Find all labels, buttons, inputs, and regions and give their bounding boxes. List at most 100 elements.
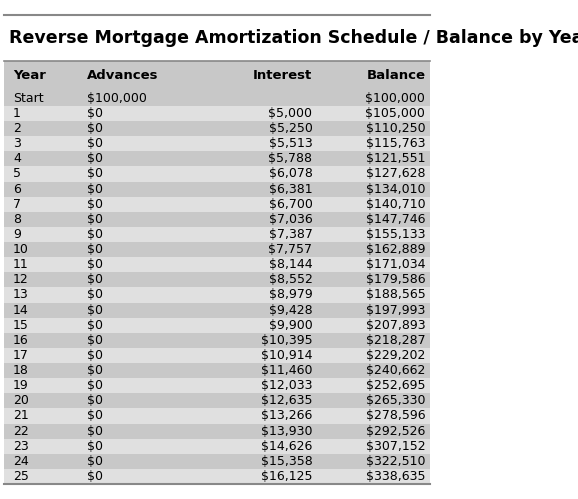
Text: $127,628: $127,628 — [366, 168, 425, 181]
Bar — [5, 197, 429, 212]
Bar — [5, 318, 429, 333]
Text: $10,914: $10,914 — [261, 349, 313, 362]
Text: $6,381: $6,381 — [269, 183, 313, 196]
Text: $5,513: $5,513 — [269, 137, 313, 150]
Text: 25: 25 — [13, 470, 29, 483]
Text: 19: 19 — [13, 379, 29, 392]
Text: $7,036: $7,036 — [269, 213, 313, 226]
Text: $252,695: $252,695 — [366, 379, 425, 392]
Text: 3: 3 — [13, 137, 21, 150]
Text: 12: 12 — [13, 273, 29, 286]
Text: $0: $0 — [87, 334, 103, 347]
Text: 5: 5 — [13, 168, 21, 181]
Text: $140,710: $140,710 — [366, 198, 425, 211]
Bar — [5, 378, 429, 393]
Text: $0: $0 — [87, 168, 103, 181]
Text: $13,930: $13,930 — [261, 425, 313, 438]
Text: $322,510: $322,510 — [366, 455, 425, 468]
Text: 21: 21 — [13, 410, 29, 423]
Text: $207,893: $207,893 — [366, 319, 425, 332]
Bar — [5, 212, 429, 227]
Text: $0: $0 — [87, 349, 103, 362]
Text: $0: $0 — [87, 258, 103, 271]
Text: $0: $0 — [87, 243, 103, 256]
Text: $5,250: $5,250 — [269, 122, 313, 135]
Text: $9,900: $9,900 — [269, 319, 313, 332]
Text: $0: $0 — [87, 440, 103, 453]
Text: 14: 14 — [13, 303, 29, 316]
Bar — [5, 257, 429, 272]
Text: $121,551: $121,551 — [366, 152, 425, 165]
Text: 6: 6 — [13, 183, 21, 196]
Text: $115,763: $115,763 — [366, 137, 425, 150]
Text: Advances: Advances — [87, 69, 158, 82]
Text: $5,000: $5,000 — [268, 107, 313, 120]
Text: $12,635: $12,635 — [261, 394, 313, 407]
Text: $110,250: $110,250 — [366, 122, 425, 135]
Text: $6,700: $6,700 — [269, 198, 313, 211]
Bar — [5, 227, 429, 242]
Text: $0: $0 — [87, 213, 103, 226]
Text: $265,330: $265,330 — [366, 394, 425, 407]
Bar — [5, 136, 429, 151]
Text: $278,596: $278,596 — [366, 410, 425, 423]
Text: $162,889: $162,889 — [366, 243, 425, 256]
Text: 15: 15 — [13, 319, 29, 332]
Bar — [5, 151, 429, 167]
Text: $0: $0 — [87, 364, 103, 377]
Text: $240,662: $240,662 — [366, 364, 425, 377]
Text: $0: $0 — [87, 470, 103, 483]
Text: 8: 8 — [13, 213, 21, 226]
Text: $15,358: $15,358 — [261, 455, 313, 468]
Text: 9: 9 — [13, 228, 21, 241]
Text: 10: 10 — [13, 243, 29, 256]
Text: $8,979: $8,979 — [269, 288, 313, 301]
Text: $8,144: $8,144 — [269, 258, 313, 271]
Bar — [5, 287, 429, 302]
Text: $7,757: $7,757 — [268, 243, 313, 256]
Text: 23: 23 — [13, 440, 29, 453]
Text: $14,626: $14,626 — [261, 440, 313, 453]
Text: 2: 2 — [13, 122, 21, 135]
Bar — [5, 469, 429, 484]
Text: $0: $0 — [87, 288, 103, 301]
Text: $338,635: $338,635 — [366, 470, 425, 483]
Text: Interest: Interest — [253, 69, 313, 82]
Text: $0: $0 — [87, 455, 103, 468]
Text: $0: $0 — [87, 183, 103, 196]
Text: Reverse Mortgage Amortization Schedule / Balance by Year: Reverse Mortgage Amortization Schedule /… — [9, 29, 578, 47]
Text: $100,000: $100,000 — [87, 92, 147, 105]
Bar — [5, 302, 429, 318]
Text: $155,133: $155,133 — [366, 228, 425, 241]
Bar — [5, 182, 429, 197]
Text: $0: $0 — [87, 122, 103, 135]
Text: 22: 22 — [13, 425, 29, 438]
Text: $0: $0 — [87, 137, 103, 150]
Bar — [5, 348, 429, 363]
Text: $105,000: $105,000 — [365, 107, 425, 120]
Text: $11,460: $11,460 — [261, 364, 313, 377]
Text: $13,266: $13,266 — [261, 410, 313, 423]
Text: $307,152: $307,152 — [366, 440, 425, 453]
Bar — [5, 91, 429, 106]
Bar — [5, 61, 429, 91]
Text: $0: $0 — [87, 410, 103, 423]
Text: 11: 11 — [13, 258, 29, 271]
Text: 13: 13 — [13, 288, 29, 301]
Text: $171,034: $171,034 — [366, 258, 425, 271]
Bar — [5, 333, 429, 348]
Text: $8,552: $8,552 — [269, 273, 313, 286]
Text: Year: Year — [13, 69, 46, 82]
Text: $218,287: $218,287 — [366, 334, 425, 347]
Text: $292,526: $292,526 — [366, 425, 425, 438]
Bar — [5, 106, 429, 121]
Text: $9,428: $9,428 — [269, 303, 313, 316]
Bar — [5, 393, 429, 408]
Bar — [5, 424, 429, 439]
Bar — [5, 15, 429, 61]
Text: 1: 1 — [13, 107, 21, 120]
Text: $0: $0 — [87, 394, 103, 407]
Text: $0: $0 — [87, 319, 103, 332]
Text: $0: $0 — [87, 425, 103, 438]
Bar — [5, 454, 429, 469]
